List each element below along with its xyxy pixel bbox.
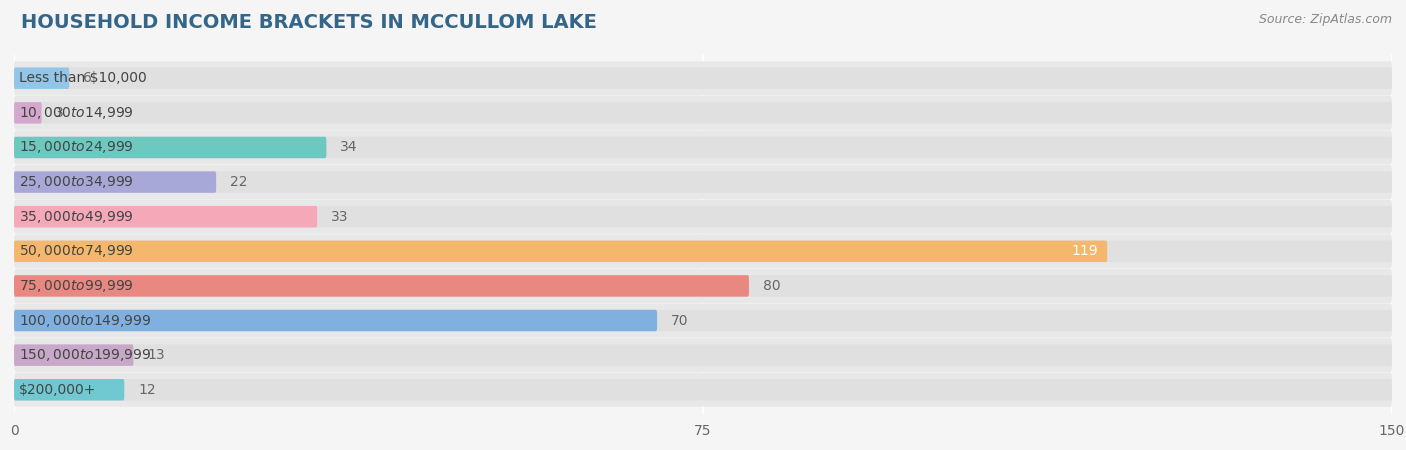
FancyBboxPatch shape bbox=[14, 61, 1392, 95]
FancyBboxPatch shape bbox=[14, 137, 326, 158]
FancyBboxPatch shape bbox=[14, 275, 1392, 297]
FancyBboxPatch shape bbox=[14, 344, 1392, 366]
Text: 80: 80 bbox=[762, 279, 780, 293]
FancyBboxPatch shape bbox=[14, 379, 124, 400]
Text: 6: 6 bbox=[83, 71, 91, 85]
Text: 12: 12 bbox=[138, 383, 156, 397]
Text: $35,000 to $49,999: $35,000 to $49,999 bbox=[18, 209, 134, 225]
FancyBboxPatch shape bbox=[14, 269, 1392, 303]
Text: HOUSEHOLD INCOME BRACKETS IN MCCULLOM LAKE: HOUSEHOLD INCOME BRACKETS IN MCCULLOM LA… bbox=[21, 14, 598, 32]
FancyBboxPatch shape bbox=[14, 379, 1392, 400]
Text: $100,000 to $149,999: $100,000 to $149,999 bbox=[18, 313, 150, 328]
FancyBboxPatch shape bbox=[14, 171, 1392, 193]
Text: 34: 34 bbox=[340, 140, 357, 154]
Text: 22: 22 bbox=[231, 175, 247, 189]
Text: $15,000 to $24,999: $15,000 to $24,999 bbox=[18, 140, 134, 155]
FancyBboxPatch shape bbox=[14, 171, 217, 193]
Text: Less than $10,000: Less than $10,000 bbox=[18, 71, 146, 85]
Text: $150,000 to $199,999: $150,000 to $199,999 bbox=[18, 347, 150, 363]
Text: $25,000 to $34,999: $25,000 to $34,999 bbox=[18, 174, 134, 190]
FancyBboxPatch shape bbox=[14, 68, 1392, 89]
FancyBboxPatch shape bbox=[14, 241, 1107, 262]
FancyBboxPatch shape bbox=[14, 373, 1392, 407]
Text: $75,000 to $99,999: $75,000 to $99,999 bbox=[18, 278, 134, 294]
Text: 70: 70 bbox=[671, 314, 689, 328]
Text: 3: 3 bbox=[55, 106, 65, 120]
FancyBboxPatch shape bbox=[14, 102, 1392, 124]
FancyBboxPatch shape bbox=[14, 310, 657, 331]
FancyBboxPatch shape bbox=[14, 96, 1392, 130]
Text: 119: 119 bbox=[1071, 244, 1098, 258]
FancyBboxPatch shape bbox=[14, 234, 1392, 268]
FancyBboxPatch shape bbox=[14, 338, 1392, 372]
Text: $200,000+: $200,000+ bbox=[18, 383, 96, 397]
FancyBboxPatch shape bbox=[14, 130, 1392, 164]
FancyBboxPatch shape bbox=[14, 275, 749, 297]
FancyBboxPatch shape bbox=[14, 206, 1392, 227]
Text: $50,000 to $74,999: $50,000 to $74,999 bbox=[18, 243, 134, 259]
Text: 13: 13 bbox=[148, 348, 165, 362]
FancyBboxPatch shape bbox=[14, 344, 134, 366]
FancyBboxPatch shape bbox=[14, 310, 1392, 331]
FancyBboxPatch shape bbox=[14, 165, 1392, 199]
Text: 33: 33 bbox=[330, 210, 349, 224]
FancyBboxPatch shape bbox=[14, 68, 69, 89]
FancyBboxPatch shape bbox=[14, 241, 1392, 262]
FancyBboxPatch shape bbox=[14, 206, 318, 227]
Text: Source: ZipAtlas.com: Source: ZipAtlas.com bbox=[1258, 14, 1392, 27]
FancyBboxPatch shape bbox=[14, 102, 42, 124]
FancyBboxPatch shape bbox=[14, 137, 1392, 158]
Text: $10,000 to $14,999: $10,000 to $14,999 bbox=[18, 105, 134, 121]
FancyBboxPatch shape bbox=[14, 304, 1392, 338]
FancyBboxPatch shape bbox=[14, 200, 1392, 234]
